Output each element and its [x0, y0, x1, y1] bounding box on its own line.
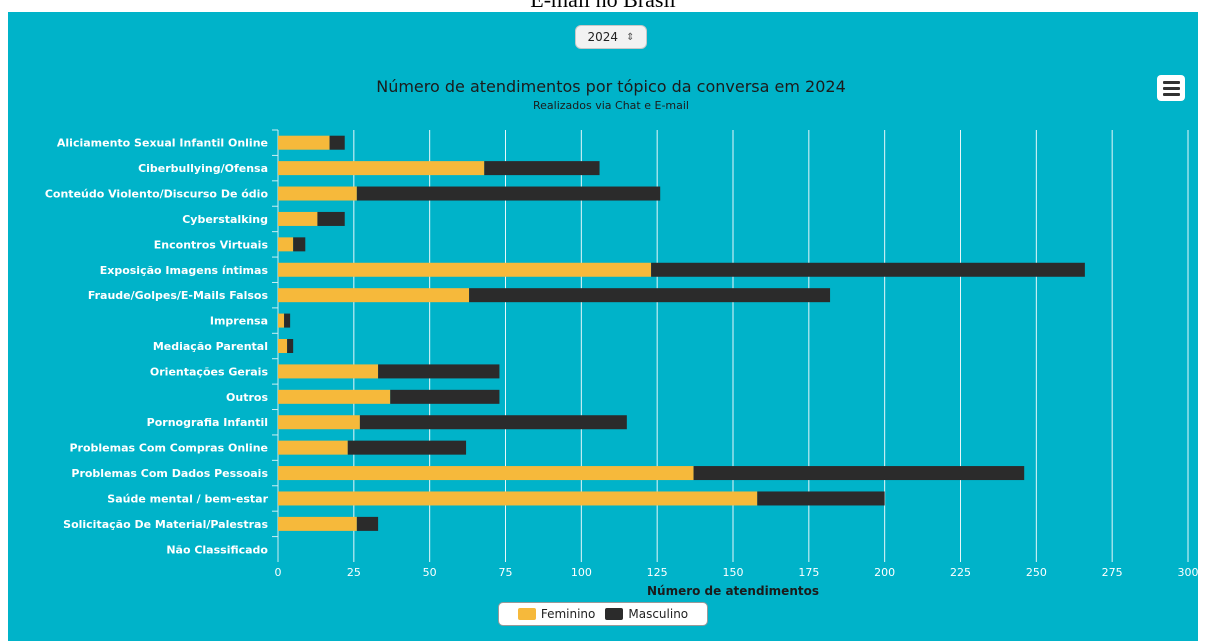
bar-masculino[interactable]: [317, 211, 345, 226]
bar-masculino[interactable]: [757, 491, 885, 506]
category-label: Cyberstalking: [182, 213, 268, 226]
bar-feminino[interactable]: [278, 389, 391, 404]
bar-feminino[interactable]: [278, 237, 294, 252]
chevron-up-down-icon: ⇕: [626, 31, 635, 43]
bar-masculino[interactable]: [293, 237, 306, 252]
grid-lines: [272, 129, 1189, 562]
x-tick-label: 225: [950, 566, 971, 579]
bar-feminino[interactable]: [278, 211, 318, 226]
category-label: Problemas Com Dados Pessoais: [71, 467, 268, 480]
bar-masculino[interactable]: [484, 161, 600, 176]
category-label: Exposição Imagens íntimas: [100, 264, 269, 277]
bar-masculino[interactable]: [378, 364, 500, 379]
bar-feminino[interactable]: [278, 364, 379, 379]
legend-swatch-feminino: [517, 608, 536, 620]
bar-feminino[interactable]: [278, 466, 694, 481]
category-label: Outros: [226, 391, 268, 404]
bar-feminino[interactable]: [278, 288, 470, 303]
bar-masculino[interactable]: [651, 262, 1085, 277]
category-label: Problemas Com Compras Online: [69, 442, 268, 455]
page-heading: E-mail no Brasil: [0, 0, 1206, 12]
x-tick-label: 75: [499, 566, 513, 579]
category-label: Não Classificado: [166, 543, 268, 556]
x-tick-label: 50: [423, 566, 437, 579]
bar-masculino[interactable]: [356, 516, 379, 531]
bar-feminino[interactable]: [278, 415, 360, 430]
legend: Feminino Masculino: [498, 602, 708, 626]
x-tick-label: 100: [571, 566, 592, 579]
bars: [278, 135, 1085, 531]
legend-item-masculino[interactable]: Masculino: [605, 607, 688, 621]
bar-feminino[interactable]: [278, 313, 285, 328]
legend-label-feminino: Feminino: [540, 607, 596, 621]
bar-masculino[interactable]: [287, 339, 294, 353]
bar-masculino[interactable]: [356, 186, 661, 201]
category-label: Aliciamento Sexual Infantil Online: [57, 137, 268, 150]
x-tick-label: 200: [874, 566, 895, 579]
year-select-value: 2024: [587, 30, 619, 44]
bar-masculino[interactable]: [347, 440, 467, 455]
chart-panel: 2024 ⇕: [8, 12, 1198, 641]
bar-feminino[interactable]: [278, 161, 485, 176]
bar-masculino[interactable]: [469, 288, 831, 303]
year-select[interactable]: 2024 ⇕: [575, 25, 647, 49]
category-label: Saúde mental / bem-estar: [107, 492, 268, 505]
x-tick-label: 125: [647, 566, 668, 579]
x-tick-label: 275: [1102, 566, 1123, 579]
bar-feminino[interactable]: [278, 491, 758, 506]
chart-subtitle: Realizados via Chat e E-mail: [533, 99, 689, 112]
category-labels: Aliciamento Sexual Infantil Online Ciberb…: [45, 137, 269, 557]
x-tick-label: 250: [1026, 566, 1047, 579]
bar-feminino[interactable]: [278, 339, 288, 353]
hamburger-menu-icon[interactable]: [1157, 75, 1185, 101]
legend-label-masculino: Masculino: [628, 607, 689, 621]
bar-masculino[interactable]: [329, 135, 345, 150]
bar-feminino[interactable]: [278, 262, 652, 277]
x-tick-labels: 0 25 50 75 100 125 150 175 200 225 250 275 300: [275, 566, 1199, 579]
bar-feminino[interactable]: [278, 135, 330, 150]
bar-feminino[interactable]: [278, 186, 357, 201]
legend-swatch-masculino: [605, 608, 624, 620]
x-axis-label: Número de atendimentos: [647, 584, 819, 598]
category-label: Fraude/Golpes/E-Mails Falsos: [88, 289, 269, 302]
x-tick-label: 175: [798, 566, 819, 579]
chart-title: Número de atendimentos por tópico da con…: [376, 77, 846, 96]
category-label: Solicitação De Material/Palestras: [63, 518, 268, 531]
x-tick-label: 300: [1178, 566, 1199, 579]
category-label: Mediação Parental: [153, 340, 268, 353]
x-tick-label: 25: [347, 566, 361, 579]
category-label: Ciberbullying/Ofensa: [138, 162, 268, 175]
bar-masculino[interactable]: [359, 415, 627, 430]
category-label: Encontros Virtuais: [154, 238, 269, 251]
bar-masculino[interactable]: [693, 466, 1025, 481]
category-label: Orientações Gerais: [150, 365, 269, 378]
x-tick-label: 150: [723, 566, 744, 579]
bar-masculino[interactable]: [284, 313, 291, 328]
bar-feminino[interactable]: [278, 440, 348, 455]
category-label: Pornografia Infantil: [147, 416, 268, 429]
bar-masculino[interactable]: [390, 389, 500, 404]
category-label: Conteúdo Violento/Discurso De ódio: [45, 188, 269, 201]
category-label: Imprensa: [210, 315, 268, 328]
bar-feminino[interactable]: [278, 516, 357, 531]
legend-item-feminino[interactable]: Feminino: [517, 607, 596, 621]
x-tick-label: 0: [275, 566, 282, 579]
